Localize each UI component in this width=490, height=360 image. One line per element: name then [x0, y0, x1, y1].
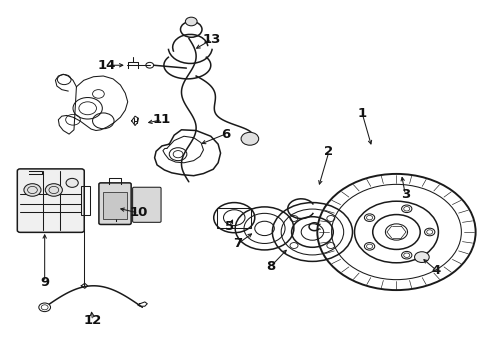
FancyBboxPatch shape [99, 183, 131, 225]
Text: 3: 3 [401, 188, 410, 201]
Bar [103, 192, 127, 220]
FancyBboxPatch shape [133, 187, 161, 222]
Text: 1: 1 [358, 107, 367, 120]
Circle shape [241, 132, 259, 145]
Text: 10: 10 [129, 207, 147, 220]
FancyBboxPatch shape [17, 169, 84, 232]
Circle shape [24, 184, 41, 196]
Text: 13: 13 [202, 33, 221, 46]
Text: 8: 8 [266, 260, 275, 273]
Text: 6: 6 [221, 127, 230, 141]
Circle shape [415, 252, 429, 262]
Text: 9: 9 [40, 276, 49, 289]
Text: 14: 14 [98, 59, 117, 72]
Text: 4: 4 [432, 264, 441, 277]
Text: 12: 12 [83, 314, 102, 327]
Text: 2: 2 [324, 145, 334, 158]
Circle shape [185, 17, 197, 26]
Circle shape [45, 184, 62, 196]
Bar [217, 208, 251, 228]
Text: 7: 7 [233, 237, 242, 250]
Text: 11: 11 [153, 113, 171, 126]
Bar [81, 186, 90, 215]
Circle shape [39, 303, 50, 312]
Text: 5: 5 [225, 220, 234, 233]
Circle shape [66, 179, 78, 187]
